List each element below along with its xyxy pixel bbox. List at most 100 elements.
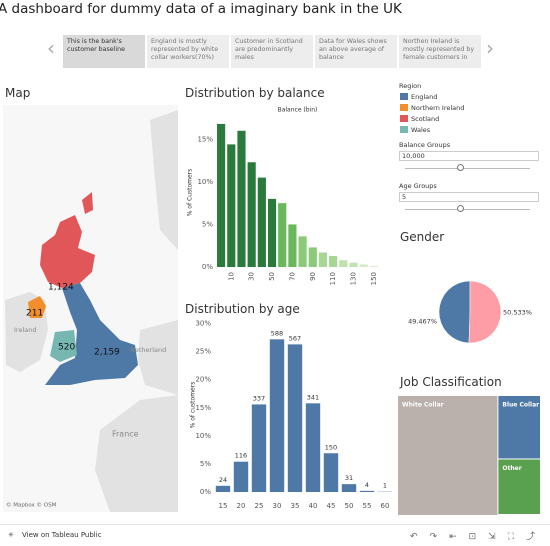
- story-point[interactable]: Data for Wales shows an above average of…: [315, 35, 397, 68]
- y-tick-label: 30%: [195, 320, 211, 328]
- bar: [339, 260, 347, 267]
- map-label: 211: [26, 309, 43, 319]
- x-tick-label: 35: [291, 502, 300, 510]
- legend-label: Wales: [411, 126, 430, 134]
- bar: [324, 453, 338, 492]
- map-label: 1,124: [48, 283, 74, 293]
- story-point[interactable]: Northen Ireland is mostly represented by…: [399, 35, 481, 68]
- bar-label: 337: [253, 394, 265, 402]
- x-tick-label: 30: [273, 502, 282, 510]
- pie-label: 50.533%: [503, 308, 532, 316]
- bar: [268, 199, 276, 267]
- tableau-icon: ✳: [8, 531, 14, 539]
- filter-slider[interactable]: [405, 209, 530, 210]
- bar-label: 31: [345, 474, 353, 482]
- map-credit: © Mapbox © OSM: [6, 502, 57, 509]
- y-tick-label: 0%: [200, 488, 211, 496]
- filter-label: Age Groups: [399, 182, 437, 190]
- y-tick-label: 10%: [195, 432, 211, 440]
- x-tick-label: 15: [219, 502, 228, 510]
- bar: [309, 247, 317, 267]
- x-tick-label: 70: [288, 272, 296, 281]
- x-tick-label: 40: [309, 502, 318, 510]
- map-label: 2,159: [94, 348, 120, 358]
- place-label: Ireland: [14, 326, 36, 334]
- x-tick-label: 55: [363, 502, 372, 510]
- legend-swatch: [400, 115, 408, 122]
- place-label: France: [112, 430, 139, 439]
- x-tick-label: 110: [329, 272, 337, 285]
- toolbar-icons[interactable]: ↶↷⇤⊡⇲⛶⤴: [410, 529, 547, 542]
- bar: [258, 178, 266, 267]
- filter-input[interactable]: 5: [399, 192, 539, 202]
- story-point[interactable]: England is mostly represented by white c…: [147, 35, 229, 68]
- legend-swatch: [400, 93, 408, 100]
- x-tick-label: 130: [350, 272, 358, 285]
- bar-label: 150: [325, 443, 337, 451]
- x-tick-label: 60: [381, 502, 390, 510]
- place-label: Netherland: [130, 346, 166, 354]
- bar: [248, 162, 256, 267]
- y-tick-label: 20%: [195, 376, 211, 384]
- x-tick-label: 25: [255, 502, 264, 510]
- filter-slider[interactable]: [405, 168, 530, 169]
- bar: [227, 144, 235, 267]
- charts: 1,124 211 5 20 2,159 Ireland Netherland F…: [0, 0, 550, 524]
- chart-title: Distribution by balance: [185, 86, 325, 100]
- pie-slice: [469, 281, 501, 343]
- bar: [349, 263, 357, 267]
- y-tick-label: 5%: [202, 220, 213, 228]
- bar: [216, 486, 230, 492]
- bar: [252, 404, 266, 492]
- bar-label: 116: [235, 452, 247, 460]
- filter-label: Balance Groups: [399, 141, 450, 149]
- bar: [329, 256, 337, 267]
- bar: [370, 266, 378, 267]
- bar: [360, 491, 374, 492]
- pie-label: 49.467%: [408, 318, 437, 326]
- story-point[interactable]: This is the bank's customer baseline: [63, 35, 145, 68]
- y-tick-label: 5%: [200, 460, 211, 468]
- x-tick-label: 50: [345, 502, 354, 510]
- chart-title: Job Classification: [400, 375, 502, 389]
- x-tick-label: 90: [309, 272, 317, 281]
- bar-label: 567: [289, 334, 301, 342]
- chart-subtitle: Balance (bin): [278, 107, 318, 114]
- bar: [288, 224, 296, 267]
- chart-title: Distribution by age: [185, 302, 300, 316]
- bar: [342, 484, 356, 492]
- legend-label: Scotland: [411, 115, 439, 123]
- filter-input[interactable]: 10,000: [399, 151, 539, 161]
- treemap-label: Other: [502, 465, 521, 472]
- x-tick-label: 20: [237, 502, 246, 510]
- y-tick-label: 0%: [202, 263, 213, 271]
- legend-title: Region: [399, 82, 421, 90]
- legend-swatch: [400, 104, 408, 111]
- y-tick-label: 15%: [197, 135, 213, 143]
- x-tick-label: 45: [327, 502, 336, 510]
- bar-label: 24: [219, 476, 227, 484]
- x-tick-label: 10: [227, 272, 235, 281]
- footer-link[interactable]: View on Tableau Public: [22, 531, 102, 539]
- bar: [319, 253, 327, 267]
- y-axis-label: % of Customers: [187, 169, 194, 217]
- bar-label: 588: [271, 329, 283, 337]
- x-tick-label: 50: [268, 272, 276, 281]
- treemap-label: Blue Collar: [502, 402, 539, 409]
- map-title: Map: [5, 86, 30, 100]
- x-tick-label: 150: [370, 272, 378, 285]
- legend-label: Northern Ireland: [411, 104, 464, 112]
- bar: [360, 264, 368, 267]
- bar: [217, 124, 225, 267]
- bar-label: 4: [365, 481, 369, 489]
- bar: [237, 131, 245, 267]
- y-tick-label: 25%: [195, 348, 211, 356]
- footer: ✳ View on Tableau Public ↶↷⇤⊡⇲⛶⤴: [0, 524, 550, 546]
- pie-slice: [439, 281, 470, 343]
- story-point[interactable]: Customer in Scotland are predominantly m…: [231, 35, 313, 68]
- treemap-label: White Collar: [402, 402, 444, 409]
- filter-knob[interactable]: [457, 205, 464, 212]
- bar-label: 1: [383, 482, 387, 490]
- filter-knob[interactable]: [457, 164, 464, 171]
- legend-swatch: [400, 126, 408, 133]
